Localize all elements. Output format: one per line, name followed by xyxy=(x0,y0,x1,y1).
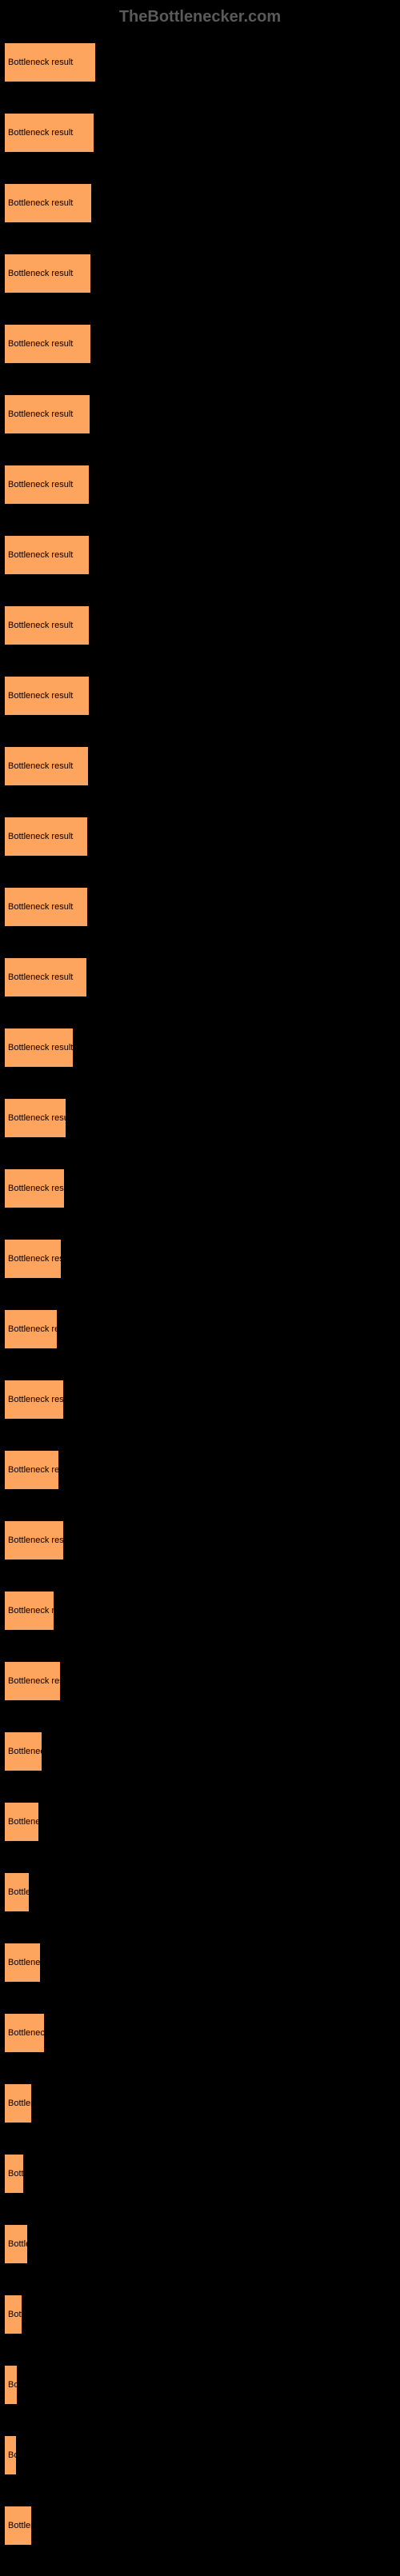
bar-row: Bottleneck result xyxy=(4,113,400,153)
bar: Bottleneck result xyxy=(4,254,91,294)
bar: Bottleneck result xyxy=(4,2294,22,2334)
bar-row: Bottleneck result xyxy=(4,465,400,505)
bar-row: Bottleneck result xyxy=(4,1872,400,1912)
bar-row: Bottleneck result xyxy=(4,1380,400,1420)
bar: Bottleneck result xyxy=(4,746,89,786)
bar: Bottleneck result xyxy=(4,605,90,645)
bar-row: Bottleneck result xyxy=(4,1591,400,1631)
bar: Bottleneck result xyxy=(4,2506,32,2546)
bar: Bottleneck result xyxy=(4,1098,66,1138)
bar-row: Bottleneck result xyxy=(4,183,400,223)
bar: Bottleneck result xyxy=(4,1731,42,1771)
bar: Bottleneck result xyxy=(4,676,90,716)
bar: Bottleneck result xyxy=(4,2435,17,2475)
bar: Bottleneck result xyxy=(4,2013,45,2053)
bar: Bottleneck result xyxy=(4,1661,61,1701)
bar: Bottleneck result xyxy=(4,2154,24,2194)
bar-row: Bottleneck result xyxy=(4,817,400,857)
bar: Bottleneck result xyxy=(4,1450,59,1490)
bar-row: Bottleneck result xyxy=(4,2154,400,2194)
bar-row: Bottleneck result xyxy=(4,1239,400,1279)
bar: Bottleneck result xyxy=(4,1380,64,1420)
bar-row: Bottleneck result xyxy=(4,957,400,997)
bar: Bottleneck result xyxy=(4,1309,58,1349)
bar: Bottleneck result xyxy=(4,817,88,857)
bar-row: Bottleneck result xyxy=(4,2294,400,2334)
bar: Bottleneck result xyxy=(4,1943,41,1983)
bar-row: Bottleneck result xyxy=(4,42,400,82)
bar-row: Bottleneck result xyxy=(4,254,400,294)
bar-row: Bottleneck result xyxy=(4,394,400,434)
bar-row: Bottleneck result xyxy=(4,1309,400,1349)
bar: Bottleneck result xyxy=(4,957,87,997)
bar: Bottleneck result xyxy=(4,1802,39,1842)
bar: Bottleneck result xyxy=(4,1520,64,1560)
bar-row: Bottleneck result xyxy=(4,324,400,364)
bar: Bottleneck result xyxy=(4,1591,54,1631)
bar-row: Bottleneck result xyxy=(4,2435,400,2475)
bar: Bottleneck result xyxy=(4,113,94,153)
bar-row: Bottleneck result xyxy=(4,605,400,645)
bar-row: Bottleneck result xyxy=(4,2506,400,2546)
bar-row: Bottleneck result xyxy=(4,1520,400,1560)
bar: Bottleneck result xyxy=(4,2083,32,2123)
bar: Bottleneck result xyxy=(4,1872,30,1912)
bar: Bottleneck result xyxy=(4,183,92,223)
bar-row: Bottleneck result xyxy=(4,1098,400,1138)
bar-row: Bottleneck result xyxy=(4,746,400,786)
bar-row: Bottleneck result xyxy=(4,2083,400,2123)
watermark-text: TheBottlenecker.com xyxy=(0,8,400,26)
bar: Bottleneck result xyxy=(4,887,88,927)
bar-row: Bottleneck result xyxy=(4,1450,400,1490)
bar: Bottleneck result xyxy=(4,1028,74,1068)
bar-row: Bottleneck result xyxy=(4,535,400,575)
bar: Bottleneck result xyxy=(4,42,96,82)
bar: Bottleneck result xyxy=(4,394,90,434)
bar: Bottleneck result xyxy=(4,1168,65,1208)
bar: Bottleneck result xyxy=(4,465,90,505)
bar-row: Bottleneck result xyxy=(4,2224,400,2264)
bar-row: Bottleneck result xyxy=(4,887,400,927)
bar-row: Bottleneck result xyxy=(4,1943,400,1983)
bar-row: Bottleneck result xyxy=(4,676,400,716)
bar-row: Bottleneck result xyxy=(4,2365,400,2405)
bar-chart: Bottleneck result Bottleneck result Bottle… xyxy=(0,42,400,2546)
bar: Bottleneck result xyxy=(4,324,91,364)
bar-row: Bottleneck result xyxy=(4,1731,400,1771)
bar-row: Bottleneck result xyxy=(4,2013,400,2053)
bar: Bottleneck result xyxy=(4,535,90,575)
bar-row: Bottleneck result xyxy=(4,1028,400,1068)
bar-row: Bottleneck result xyxy=(4,1661,400,1701)
bar: Bottleneck result xyxy=(4,2365,18,2405)
bar: Bottleneck result xyxy=(4,2224,28,2264)
bar: Bottleneck result xyxy=(4,1239,62,1279)
bar-row: Bottleneck result xyxy=(4,1168,400,1208)
bar-row: Bottleneck result xyxy=(4,1802,400,1842)
